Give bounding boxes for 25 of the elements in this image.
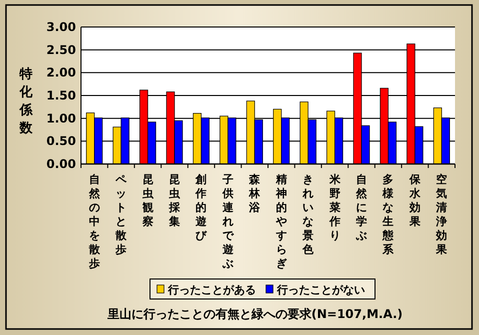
x-tick-label: 自然の中を散歩 <box>88 173 101 270</box>
y-tick-label: 2.00 <box>46 66 76 80</box>
text: 里山に行ったことの有無と緑への要求(N=107,M.A.) <box>106 307 403 321</box>
x-tick-label: 子供連れで遊ぶ <box>221 173 234 270</box>
x-tick-label: 多様な生態系 <box>382 173 395 256</box>
x-tick-label: 森林浴 <box>248 173 262 214</box>
x-tick-label: 保水効果 <box>408 173 422 228</box>
x-tick-label: ペットと散歩 <box>114 173 128 256</box>
legend-label: 行ったことがない <box>276 284 365 296</box>
x-tick-label: 昆虫採集 <box>168 173 181 228</box>
x-tick-label: 精神的やすらぎ <box>274 173 287 270</box>
y-tick-label: 2.50 <box>46 42 76 57</box>
x-tick-label: 米野菜作り <box>328 173 342 242</box>
legend-label: 行ったことがある <box>167 284 256 296</box>
y-tick-label: 1.00 <box>46 111 76 126</box>
y-axis-title: 特化係数 <box>18 67 34 136</box>
x-tick-label: 空気清浄効果 <box>435 173 448 256</box>
y-tick-label: 3.00 <box>46 20 76 34</box>
y-tick-label: 0.00 <box>46 157 76 171</box>
x-tick-label: 自然に学ぶ <box>355 173 368 242</box>
y-tick-label: 1.50 <box>46 88 76 102</box>
x-tick-label: 創作的遊び <box>194 173 208 242</box>
x-tick-label: 昆虫観察 <box>141 173 154 228</box>
x-tick-label: きれいな景色 <box>302 173 315 256</box>
y-tick-label: 0.50 <box>46 134 76 148</box>
